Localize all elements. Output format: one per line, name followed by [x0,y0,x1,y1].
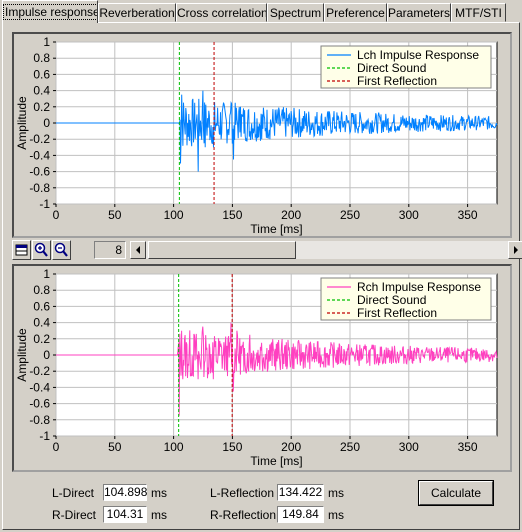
tab-spectrum[interactable]: Spectrum [267,3,324,22]
x-tick-label: 50 [108,440,122,454]
y-tick-label: 0.8 [33,51,50,65]
y-tick-label: -1 [39,429,50,443]
y-tick-label: -0.2 [29,364,50,378]
x-tick-label: 200 [281,208,301,222]
rch-chart-panel: 1 0.8 0.6 0.4 0.2 0 -0.2 -0.4 -0.6 -0.8 -1 0 50 100 15… [12,264,512,472]
r-direct-label: R-Direct [52,508,96,522]
y-tick-label: 0 [43,348,50,362]
tab-cross-correlation[interactable]: Cross correlation [176,3,267,22]
r-reflection-field[interactable]: 149.84 [277,506,324,523]
arrow-right-icon [514,246,518,254]
r-reflection-unit: ms [328,508,344,522]
y-axis-label: Amplitude [15,96,29,150]
zoom-out-icon [54,242,68,257]
legend-entry: First Reflection [357,74,437,88]
lch-chart-panel: 1 0.8 0.6 0.4 0.2 0 -0.2 -0.4 -0.6 -0.8 -1 0 50 100 15… [12,32,512,238]
l-direct-field[interactable]: 104.898 [103,484,148,501]
x-tick-label: 50 [108,208,122,222]
tab-parameters[interactable]: Parameters [387,3,451,22]
tab-reverberation[interactable]: Reverberation [98,3,176,22]
x-tick-label: 150 [222,208,242,222]
y-tick-label: -0.6 [29,165,50,179]
r-reflection-label: R-Reflection [210,508,277,522]
x-tick-label: 0 [53,440,60,454]
legend-entry: First Reflection [357,306,437,320]
zoom-in-button[interactable] [32,240,51,260]
y-tick-label: 0.4 [33,84,50,98]
tab-impulse-response[interactable]: Impulse response [2,0,98,23]
y-tick-label: -0.8 [29,181,50,195]
calculate-button[interactable]: Calculate [418,480,494,506]
r-direct-field[interactable]: 104.31 [103,506,147,523]
zoom-out-button[interactable] [52,240,71,260]
y-tick-label: -0.4 [29,148,50,162]
y-tick-label: 0.8 [33,283,50,297]
x-tick-label: 150 [222,440,242,454]
y-tick-label: 0 [43,116,50,130]
x-tick-label: 200 [281,440,301,454]
x-axis-label: Time [ms] [250,454,302,468]
legend-entry: Rch Impulse Response [357,280,481,294]
signal-series-line [56,90,498,172]
l-reflection-field[interactable]: 134.422 [277,484,324,501]
tab-bar: Impulse response Reverberation Cross cor… [0,0,522,24]
legend-entry: Lch Impulse Response [357,48,479,62]
tab-mtf-sti[interactable]: MTF/STI [451,3,506,22]
x-tick-label: 250 [340,208,360,222]
y-tick-label: -1 [39,197,50,211]
x-tick-label: 0 [53,208,60,222]
x-tick-label: 100 [164,208,184,222]
l-direct-label: L-Direct [52,486,95,500]
x-tick-label: 350 [458,208,478,222]
y-axis-label: Amplitude [15,328,29,382]
fit-view-button[interactable] [12,240,31,260]
y-tick-label: 0.2 [33,332,50,346]
scroll-right-button[interactable] [508,241,522,259]
zoom-level-field[interactable]: 8 [94,241,126,259]
scroll-thumb[interactable] [148,241,296,259]
x-tick-label: 300 [399,440,419,454]
tab-page-frame [2,22,520,530]
y-tick-label: 0.4 [33,316,50,330]
fit-view-icon [15,244,28,256]
r-direct-unit: ms [151,508,167,522]
legend-entry: Direct Sound [357,61,426,75]
y-tick-label: -0.4 [29,380,50,394]
y-tick-label: -0.2 [29,132,50,146]
y-tick-label: 1 [43,35,50,49]
l-reflection-unit: ms [328,486,344,500]
arrow-left-icon [136,246,140,254]
y-tick-label: -0.6 [29,397,50,411]
y-tick-label: 0.2 [33,100,50,114]
x-axis-label: Time [ms] [250,222,302,236]
zoom-in-icon [34,242,48,257]
y-tick-label: 0.6 [33,299,50,313]
legend-entry: Direct Sound [357,293,426,307]
signal-series-line [56,322,498,416]
time-scrollbar[interactable] [130,241,522,259]
l-direct-unit: ms [151,486,167,500]
y-tick-label: 1 [43,267,50,281]
legend-box [320,277,492,321]
x-tick-label: 300 [399,208,419,222]
x-tick-label: 350 [458,440,478,454]
tab-preference[interactable]: Preference [324,3,387,22]
x-tick-label: 100 [164,440,184,454]
x-tick-label: 250 [340,440,360,454]
y-tick-label: -0.8 [29,413,50,427]
tab-label: Impulse response [3,4,97,20]
y-tick-label: 0.6 [33,67,50,81]
l-reflection-label: L-Reflection [210,486,275,500]
rch-impulse-chart: 10.80.60.40.20-0.2-0.4-0.6-0.8-10 50 100 15… [15,267,498,468]
scroll-left-button[interactable] [130,241,146,259]
lch-impulse-chart: 10.80.60.40.20-0.2-0.4-0.6-0.8-10 50 100 15… [15,35,498,236]
zoom-toolbar: 8 [12,240,522,260]
